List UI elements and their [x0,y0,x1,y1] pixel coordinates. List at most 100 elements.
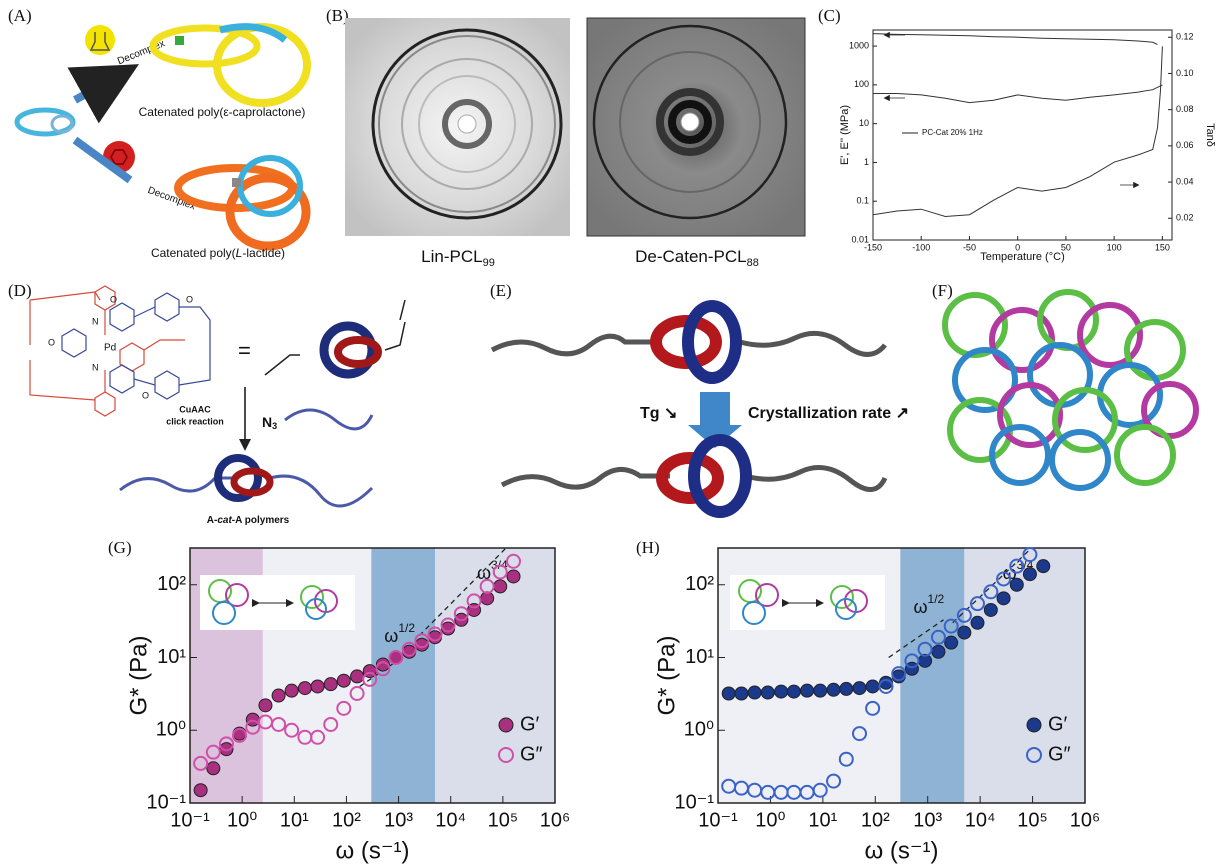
data-point [337,674,350,687]
x-tick-label: 10³ [913,809,942,831]
figure: (A) Decomplex Decomplex Catenated poly(ε… [0,0,1219,867]
y-tick-label: 10⁰ [156,719,186,741]
panel-b: (B) Lin-PCL99 De-Caten-PCL88 [326,6,805,269]
panel-f: (F) [932,281,1196,488]
x-tick-label: 10⁴ [435,809,466,831]
diffraction-rings [373,30,561,218]
data-point [801,684,814,697]
x-axis-label: Temperature (°C) [980,251,1064,263]
data-point [298,682,311,695]
data-point [207,762,220,775]
data-point [1037,560,1050,573]
x-tick-label: 10⁰ [227,809,257,831]
data-point [748,686,761,699]
data-point [775,685,788,698]
atom-label: O [142,390,149,400]
guide-exponent: 1/2 [928,592,945,606]
data-point [984,603,997,616]
legend-marker [499,718,513,732]
x-tick-label: 10⁰ [755,809,785,831]
panel-label: (F) [932,281,953,300]
atom-label: O [48,337,55,347]
y-axis-label: E', E'' (MPa) [839,105,851,165]
data-point [285,684,298,697]
y-axis-label: G* (Pa) [653,635,680,715]
series-line [873,34,1158,45]
polymer-chain [285,410,372,429]
x-tick-label: 10² [861,809,890,831]
atom-label: Pd [104,343,116,354]
y-tick-label: 10 [859,118,869,128]
arrow [75,72,125,100]
panel-label: (D) [8,281,32,300]
product-label: A-cat-A polymers [207,515,290,526]
y-tick-label: 10² [685,573,714,595]
y2-tick-label: 0.04 [1176,176,1194,186]
data-point [246,713,259,726]
x-tick-label: 10⁵ [488,809,519,831]
atom-label: N [92,362,99,372]
data-point [1010,578,1023,591]
ring-network [945,292,1196,488]
polymer-chain [740,333,885,354]
data-point [494,580,507,593]
y2-tick-label: 0.12 [1176,32,1194,42]
region-band [900,548,964,803]
caption: Catenated poly(L-lactide) [151,246,285,260]
caption-part: De-Caten-PCL [635,247,747,266]
y-tick-label: 10² [157,573,186,595]
caption-part: Catenated poly( [151,246,236,260]
reagent-part: N [262,414,272,430]
series-line [873,85,1162,103]
x-tick-label: 10⁵ [1017,809,1048,831]
data-point [971,616,984,629]
caption-sub: 88 [747,257,759,269]
y2-tick-label: 0.02 [1176,213,1194,223]
data-point [853,682,866,695]
image-caption: Lin-PCL99 [421,247,495,268]
y2-tick-label: 0.10 [1176,68,1194,78]
y2-tick-label: 0.06 [1176,140,1194,150]
panel-d: (D) N Pd N O O O O = CuAAC [8,281,405,526]
panel-label: (E) [490,281,512,300]
panel-e: (E) Tg ↘ Crystallization rate ↗ [490,281,909,512]
x-tick-label: 10⁶ [1070,809,1100,831]
end-group [175,36,184,45]
data-point [958,626,971,639]
data-point [259,699,272,712]
data-point [945,636,958,649]
panel-label: (C) [818,6,841,25]
caption-sub: 99 [483,257,495,269]
y-tick-label: 0.01 [851,234,869,244]
data-point [814,684,827,697]
y-tick-label: 1 [864,157,869,167]
x-axis-label: ω (s⁻¹) [335,837,409,864]
data-point [311,680,324,693]
effect-label: Tg ↘ [640,405,677,422]
x-tick-label: 10⁶ [540,809,570,831]
legend-label: G″ [1048,743,1071,765]
polymer-chain [502,469,670,487]
y-tick-label: 10¹ [685,646,714,668]
guide-exponent: 1/2 [398,621,415,635]
caption-part: Lin-PCL [421,247,482,266]
x-tick-label: 10¹ [280,809,309,831]
y-tick-label: 10⁻¹ [147,791,187,813]
effect-label: Crystallization rate ↗ [748,405,909,422]
atom-label: O [110,294,117,304]
legend-marker [1027,718,1041,732]
data-point [272,689,285,702]
y-tick-label: 10⁰ [684,719,714,741]
atom-label: N [92,316,99,326]
end-group [232,178,241,187]
label-part: -A polymers [232,515,290,526]
legend-label: G″ [520,743,543,765]
caption-part: L [236,246,243,260]
caption-part: -lactide) [242,246,285,260]
linker [265,300,405,375]
legend-label: G′ [1048,713,1068,735]
panel-a: (A) Decomplex Decomplex Catenated poly(ε… [8,6,307,260]
data-point [324,678,337,691]
